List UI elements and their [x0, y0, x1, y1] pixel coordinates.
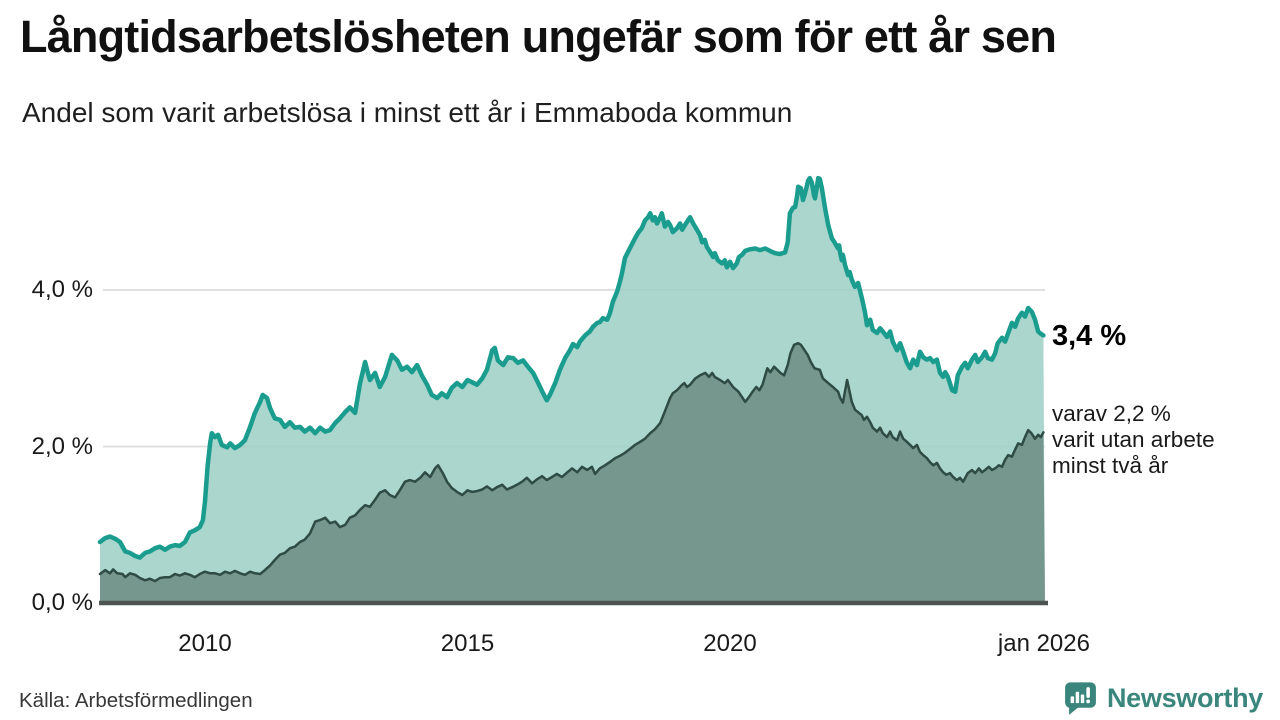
y-axis-label: 0,0 %	[31, 589, 93, 616]
x-axis-label: 2020	[703, 630, 757, 657]
newsworthy-wordmark: Newsworthy	[1106, 683, 1263, 713]
secondary-annotation: varav 2,2 % varit utan arbete minst två …	[1052, 401, 1215, 479]
y-axis-label: 4,0 %	[31, 276, 93, 303]
x-axis-label: 2010	[178, 630, 232, 657]
newsworthy-logo: Newsworthy	[1062, 680, 1263, 717]
source-attribution: Källa: Arbetsförmedlingen	[19, 689, 253, 712]
x-axis-label: jan 2026	[997, 630, 1090, 657]
secondary-annotation-line2: varit utan arbete	[1052, 427, 1215, 452]
newsworthy-bubble-chart-icon	[1062, 680, 1099, 717]
chart-title: Långtidsarbetslösheten ungefär som för e…	[20, 11, 1057, 62]
secondary-annotation-line3: minst två år	[1052, 453, 1169, 478]
x-axis-label: 2015	[440, 630, 495, 657]
latest-value-annotation: 3,4 %	[1052, 320, 1127, 352]
chart-subtitle: Andel som varit arbetslösa i minst ett å…	[22, 97, 793, 128]
secondary-annotation-line1: varav 2,2 %	[1052, 401, 1171, 426]
y-axis-label: 2,0 %	[31, 432, 93, 460]
